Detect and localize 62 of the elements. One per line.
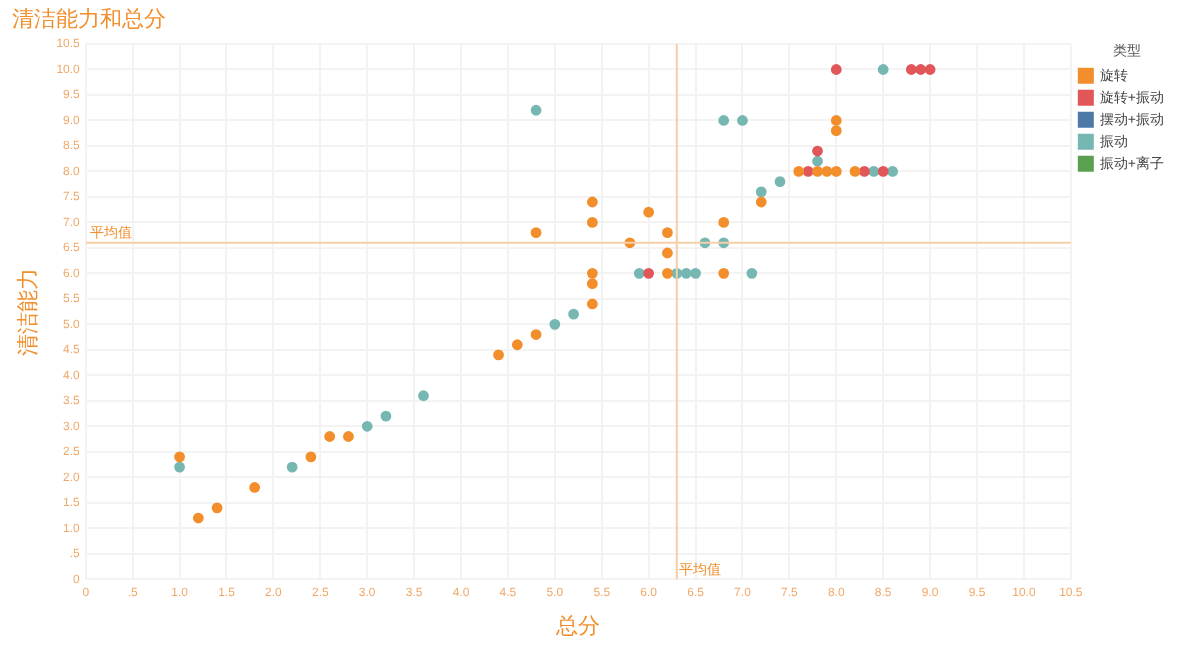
point — [662, 227, 673, 238]
point — [905, 64, 917, 75]
point — [286, 461, 298, 473]
point — [633, 267, 645, 279]
point — [192, 512, 204, 524]
point — [174, 461, 185, 473]
point — [793, 166, 805, 177]
point — [530, 329, 542, 340]
point — [877, 166, 889, 177]
point — [586, 217, 598, 228]
point — [418, 390, 429, 402]
point — [361, 420, 373, 432]
point — [493, 349, 504, 361]
point — [830, 115, 842, 126]
point — [662, 267, 673, 279]
point — [324, 431, 336, 442]
point — [305, 451, 317, 463]
point — [887, 166, 898, 177]
point — [211, 502, 223, 514]
point — [737, 115, 748, 126]
point — [568, 308, 579, 320]
point — [249, 482, 261, 493]
point — [586, 278, 598, 289]
point — [380, 410, 392, 422]
point — [830, 64, 842, 75]
point — [755, 196, 767, 208]
point — [812, 166, 823, 177]
point — [718, 217, 730, 228]
point — [174, 451, 185, 463]
point — [343, 431, 354, 442]
point — [586, 267, 598, 279]
point — [549, 318, 561, 330]
point — [859, 166, 870, 177]
chart-title: 清洁能力和总分 — [12, 4, 166, 34]
x-axis-title: 总分 — [554, 612, 601, 639]
point — [755, 186, 767, 198]
point — [868, 166, 880, 177]
point — [746, 267, 758, 279]
point — [662, 247, 673, 259]
point — [830, 166, 842, 177]
point — [690, 267, 701, 279]
y-axis-title: 清洁能力 — [15, 267, 42, 356]
point — [643, 206, 655, 218]
point — [530, 227, 542, 238]
point — [812, 155, 823, 167]
point — [812, 145, 823, 157]
point — [924, 64, 936, 75]
point — [718, 267, 730, 279]
point — [586, 196, 598, 208]
point — [849, 166, 861, 177]
point — [915, 64, 927, 75]
point — [586, 298, 598, 310]
point — [877, 64, 889, 75]
point — [530, 104, 542, 116]
point — [680, 267, 692, 279]
point — [643, 267, 655, 279]
point — [718, 115, 730, 126]
point — [821, 166, 833, 177]
point — [511, 339, 523, 351]
point — [802, 166, 814, 177]
point — [774, 176, 786, 188]
point — [830, 125, 842, 137]
